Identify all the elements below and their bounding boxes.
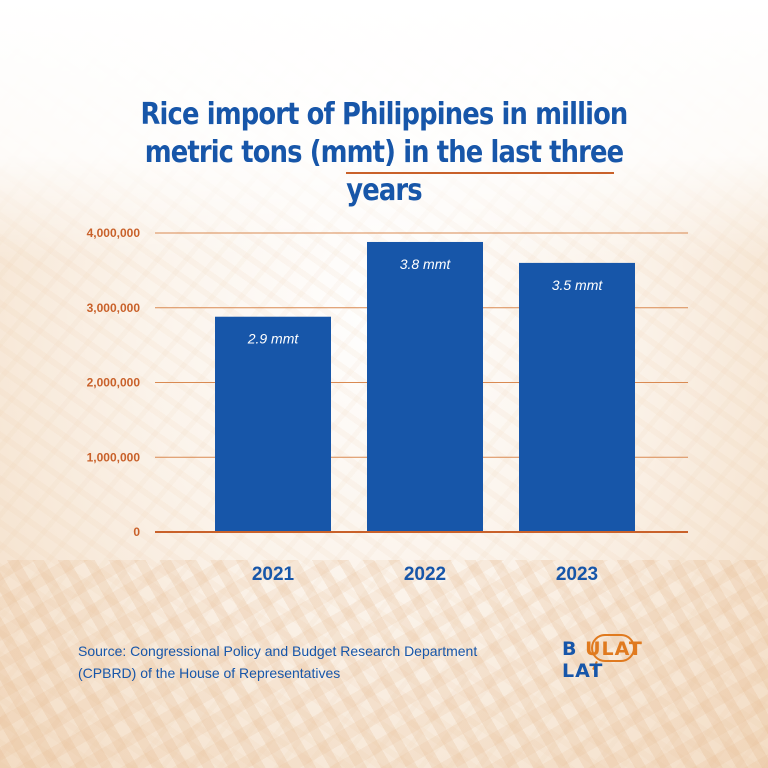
x-tick-label: 2023: [556, 564, 598, 585]
y-tick-label: 0: [133, 525, 140, 539]
background-weave: [0, 560, 768, 768]
logo-wordmark: B ULAT LAT: [562, 638, 643, 682]
background-fade: [0, 0, 768, 260]
x-tick-label: 2022: [404, 564, 446, 585]
data-label: 3.8 mmt: [400, 256, 452, 272]
bar-2021: [215, 316, 331, 532]
source-note: Source: Congressional Policy and Budget …: [78, 643, 478, 681]
y-tick-label: 4,000,000: [87, 226, 141, 240]
y-tick-label: 2,000,000: [87, 376, 141, 390]
y-tick-label: 1,000,000: [87, 450, 141, 464]
magnifier-icon: [591, 634, 635, 662]
bar-2022: [367, 241, 483, 532]
x-tick-label: 2021: [252, 564, 295, 585]
title-underline: [346, 172, 614, 174]
data-label: 3.5 mmt: [552, 277, 604, 293]
chart-title: Rice import of Philippines in million me…: [140, 97, 629, 208]
bar-2023: [519, 262, 635, 532]
data-label: 2.9 mmt: [247, 331, 300, 347]
bulatlat-logo: B ULAT LAT: [562, 634, 672, 682]
y-tick-label: 3,000,000: [87, 301, 141, 315]
